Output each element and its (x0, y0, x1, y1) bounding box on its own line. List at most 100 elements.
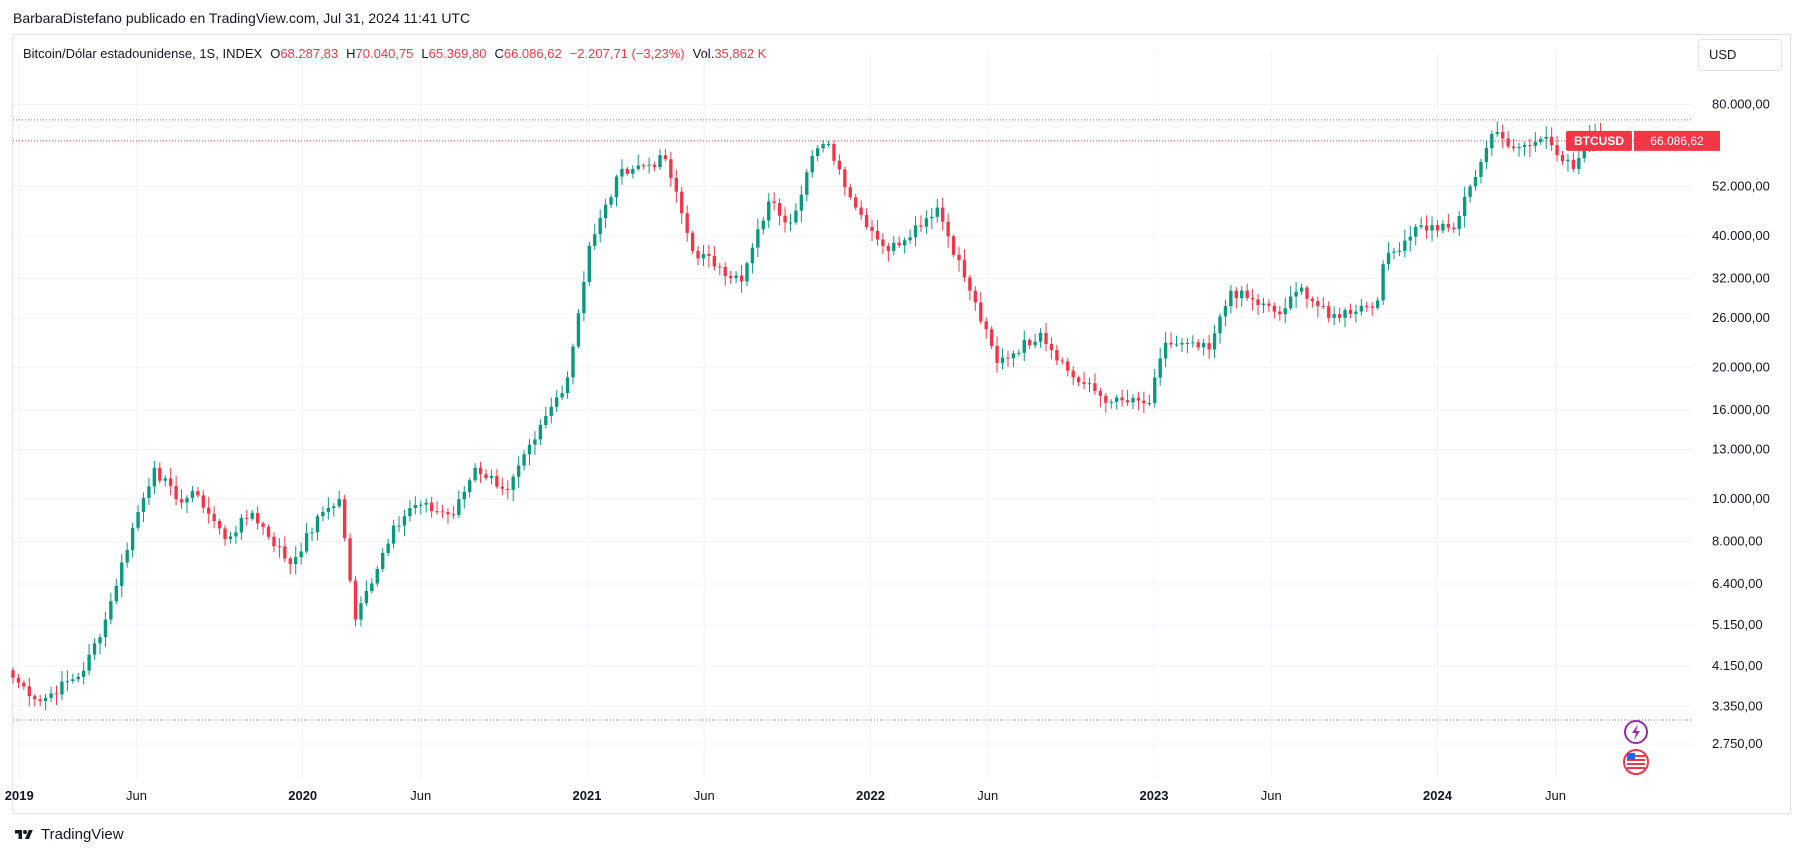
candle-body (777, 202, 782, 216)
candle-body (1365, 305, 1369, 307)
candle-body (593, 234, 597, 246)
candle-body (870, 226, 874, 231)
candle-body (103, 619, 108, 638)
candle-body (886, 246, 891, 251)
candle-body (1424, 225, 1429, 231)
currency-button[interactable]: USD (1698, 39, 1782, 71)
candle-body (158, 467, 162, 481)
candle-body (65, 681, 70, 683)
candle-body (1142, 400, 1146, 404)
candle-body (859, 207, 863, 215)
candle-body (1153, 377, 1157, 403)
flag-stripe (1627, 767, 1645, 769)
candle-body (179, 499, 184, 503)
candle-body (1087, 383, 1092, 385)
candle-body (1522, 145, 1527, 147)
candle-body (43, 697, 48, 702)
candle-body (1305, 287, 1309, 299)
candle-body (1381, 264, 1385, 301)
candle-body (805, 172, 809, 195)
candle-body (1299, 287, 1304, 292)
candle-body (446, 512, 450, 515)
candle-body (1071, 370, 1075, 378)
candle-body (549, 406, 553, 416)
candle-body (745, 263, 749, 282)
candle-body (348, 538, 352, 581)
candle-body (614, 176, 619, 198)
legend-volume-value: 35,862 K (714, 46, 767, 61)
candle-body (489, 476, 494, 479)
candle-body (968, 277, 972, 291)
candle-body (1294, 291, 1298, 297)
candle-body (946, 221, 950, 237)
x-tick-label-11: Jun (1545, 788, 1566, 803)
candle-body (620, 168, 624, 177)
candle-body (603, 204, 608, 219)
candle-body (266, 527, 271, 537)
candle-body (696, 250, 700, 259)
candle-body (892, 242, 896, 251)
candle-body (397, 525, 401, 527)
candle-body (1468, 186, 1472, 197)
candle-body (451, 514, 456, 516)
candle-body (1533, 141, 1538, 146)
candle-body (582, 281, 586, 314)
candle-body (1327, 306, 1331, 318)
legend-change-value: −2.207,71 (−3,23%) (569, 46, 685, 61)
candle-body (1457, 216, 1461, 230)
candle-body (1115, 397, 1119, 402)
candle-body (527, 444, 532, 455)
candle-body (1386, 252, 1391, 265)
candle-body (989, 329, 994, 347)
candle-body (538, 424, 543, 440)
candle-body (1354, 311, 1358, 314)
candle-body (386, 543, 390, 554)
candle-body (1539, 138, 1543, 142)
candle-body (1343, 310, 1347, 318)
candle-body (560, 393, 564, 398)
candle-body (1332, 314, 1336, 318)
candle-body (1250, 297, 1255, 300)
footer-brand: TradingView (41, 826, 124, 843)
candle-body (1408, 236, 1412, 241)
candle-body (935, 207, 939, 217)
symbol-legend: Bitcoin/Dólar estadounidense, 1S, INDEX O… (23, 46, 774, 61)
candle-body (294, 557, 298, 565)
candle-body (1435, 225, 1440, 231)
candle-body (196, 491, 200, 496)
x-tick-label-10: 2024 (1423, 788, 1453, 803)
candle-body (739, 275, 744, 282)
candle-body (609, 197, 613, 205)
candle-body (1169, 342, 1173, 345)
candle-body (54, 693, 59, 695)
candle-body (1403, 240, 1407, 251)
candle-body (1180, 343, 1184, 345)
candle-body (1120, 397, 1124, 401)
candle-body (533, 439, 537, 445)
candle-body (680, 191, 684, 214)
candle-body (87, 654, 91, 671)
legend-low-value: 65.369,80 (428, 46, 487, 61)
candle-body (712, 256, 717, 267)
candle-body (174, 485, 178, 500)
candle-body (973, 290, 978, 303)
candle-body (60, 681, 64, 695)
candle-body (468, 480, 472, 492)
candle-body (473, 467, 477, 481)
candle-body (22, 682, 26, 687)
candle-body (120, 562, 124, 586)
candle-body (810, 156, 814, 173)
legend-volume-label: Vol. (692, 46, 715, 61)
tradingview-footer[interactable]: TradingView (13, 826, 124, 843)
candle-body (652, 164, 657, 168)
candle-body (1560, 155, 1565, 162)
candle-body (1414, 226, 1418, 237)
x-tick-label-2: 2020 (288, 788, 317, 803)
candle-body (1397, 250, 1402, 252)
candle-body (299, 551, 303, 558)
candle-body (147, 486, 151, 498)
candle-body (854, 197, 858, 208)
y-tick-label-3: 32.000,00 (1712, 270, 1770, 285)
candle-body (114, 585, 118, 602)
